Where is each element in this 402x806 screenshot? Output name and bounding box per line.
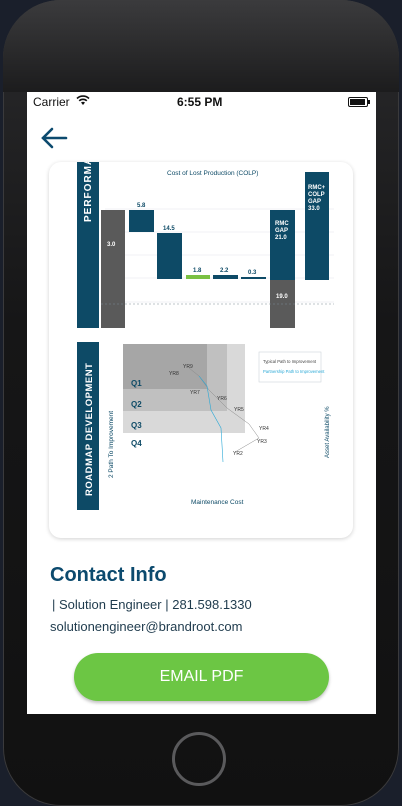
rmc-colp-gap-line-2: COLP (308, 192, 325, 198)
year-yr7: YR7 (190, 390, 200, 396)
email-pdf-button[interactable]: EMAIL PDF (74, 653, 329, 701)
back-arrow-icon[interactable] (39, 126, 69, 150)
clock-time: 6:55 PM (177, 95, 223, 109)
waterfall-value-3: 14.5 (163, 226, 175, 232)
status-bar: Carrier 6:55 PM (27, 92, 376, 112)
roadmap-label: ROADMAP DEVELOPMENT (84, 363, 95, 496)
legend-typical-path: Typical Path to Improvement (263, 359, 317, 364)
waterfall-bar-2 (129, 210, 154, 232)
rmc-colp-gap-line-1: RMC+ (308, 185, 326, 191)
quartile-q1-area (123, 344, 207, 389)
report-image: PERFORMA Cost of Lost Production (COLP) … (77, 162, 334, 510)
year-yr4: YR4 (259, 426, 269, 432)
waterfall-value-4: 1.8 (193, 268, 202, 274)
waterfall-value-1: 3.0 (107, 242, 116, 248)
carrier-label: Carrier (33, 95, 70, 109)
waterfall-bar-6 (241, 277, 266, 279)
year-yr8: YR8 (169, 371, 179, 377)
report-preview-card: PERFORMA Cost of Lost Production (COLP) … (49, 162, 353, 538)
year-yr3: YR3 (257, 439, 267, 445)
waterfall-bar-5 (213, 275, 238, 279)
contact-email[interactable]: solutionengineer@brandroot.com (50, 619, 243, 634)
app-screen: Carrier 6:55 PM PERFORMA Cost of Lost Pr… (27, 92, 376, 714)
quartile-q3: Q3 (131, 421, 142, 430)
year-yr9: YR9 (183, 364, 193, 370)
rmc-colp-gap-bar (305, 172, 329, 280)
waterfall-bar-base (101, 210, 125, 328)
contact-info-title: Contact Info (50, 564, 167, 586)
quartile-q4: Q4 (131, 439, 142, 448)
roadmap-banner (77, 342, 99, 510)
performance-label: PERFORMA (83, 162, 94, 222)
asset-availability-axis-label: Asset Availability % (325, 406, 331, 458)
partnership-path-lines (198, 375, 224, 463)
waterfall-title: Cost of Lost Production (COLP) (167, 170, 258, 177)
rmc-colp-gap-line-4: 33.0 (308, 206, 320, 212)
year-yr5: YR5 (234, 407, 244, 413)
phone-top-bezel (3, 0, 399, 92)
maintenance-cost-axis-label: Maintenance Cost (191, 499, 244, 506)
rmc-gap-line-3: 21.0 (275, 235, 287, 241)
battery-icon (348, 97, 370, 107)
rmc-gap-line-1: RMC (275, 221, 289, 227)
performance-banner (77, 162, 99, 328)
quartile-q2: Q2 (131, 400, 142, 409)
path-to-improvement-label: 2 Path To Improvement (108, 411, 115, 478)
legend-partnership-path: Partnership Path to Improvement (263, 369, 325, 374)
rmc-gap-bar (270, 210, 295, 280)
waterfall-bar-3 (157, 233, 182, 279)
year-yr6: YR6 (217, 396, 227, 402)
contact-role-phone: | Solution Engineer | 281.598.1330 (52, 597, 252, 612)
waterfall-value-6: 0.3 (248, 270, 257, 276)
waterfall-bar-4 (186, 275, 210, 279)
quartile-q1: Q1 (131, 379, 142, 388)
year-yr2: YR2 (233, 451, 243, 457)
wifi-icon (76, 95, 90, 109)
rmc-gap-line-2: GAP (275, 228, 288, 234)
waterfall-value-7: 19.0 (276, 294, 288, 300)
rmc-colp-gap-line-3: GAP (308, 199, 321, 205)
waterfall-value-5: 2.2 (220, 268, 229, 274)
path-legend-box (258, 351, 322, 383)
waterfall-value-2: 5.8 (137, 203, 146, 209)
home-button-icon[interactable] (172, 732, 226, 786)
